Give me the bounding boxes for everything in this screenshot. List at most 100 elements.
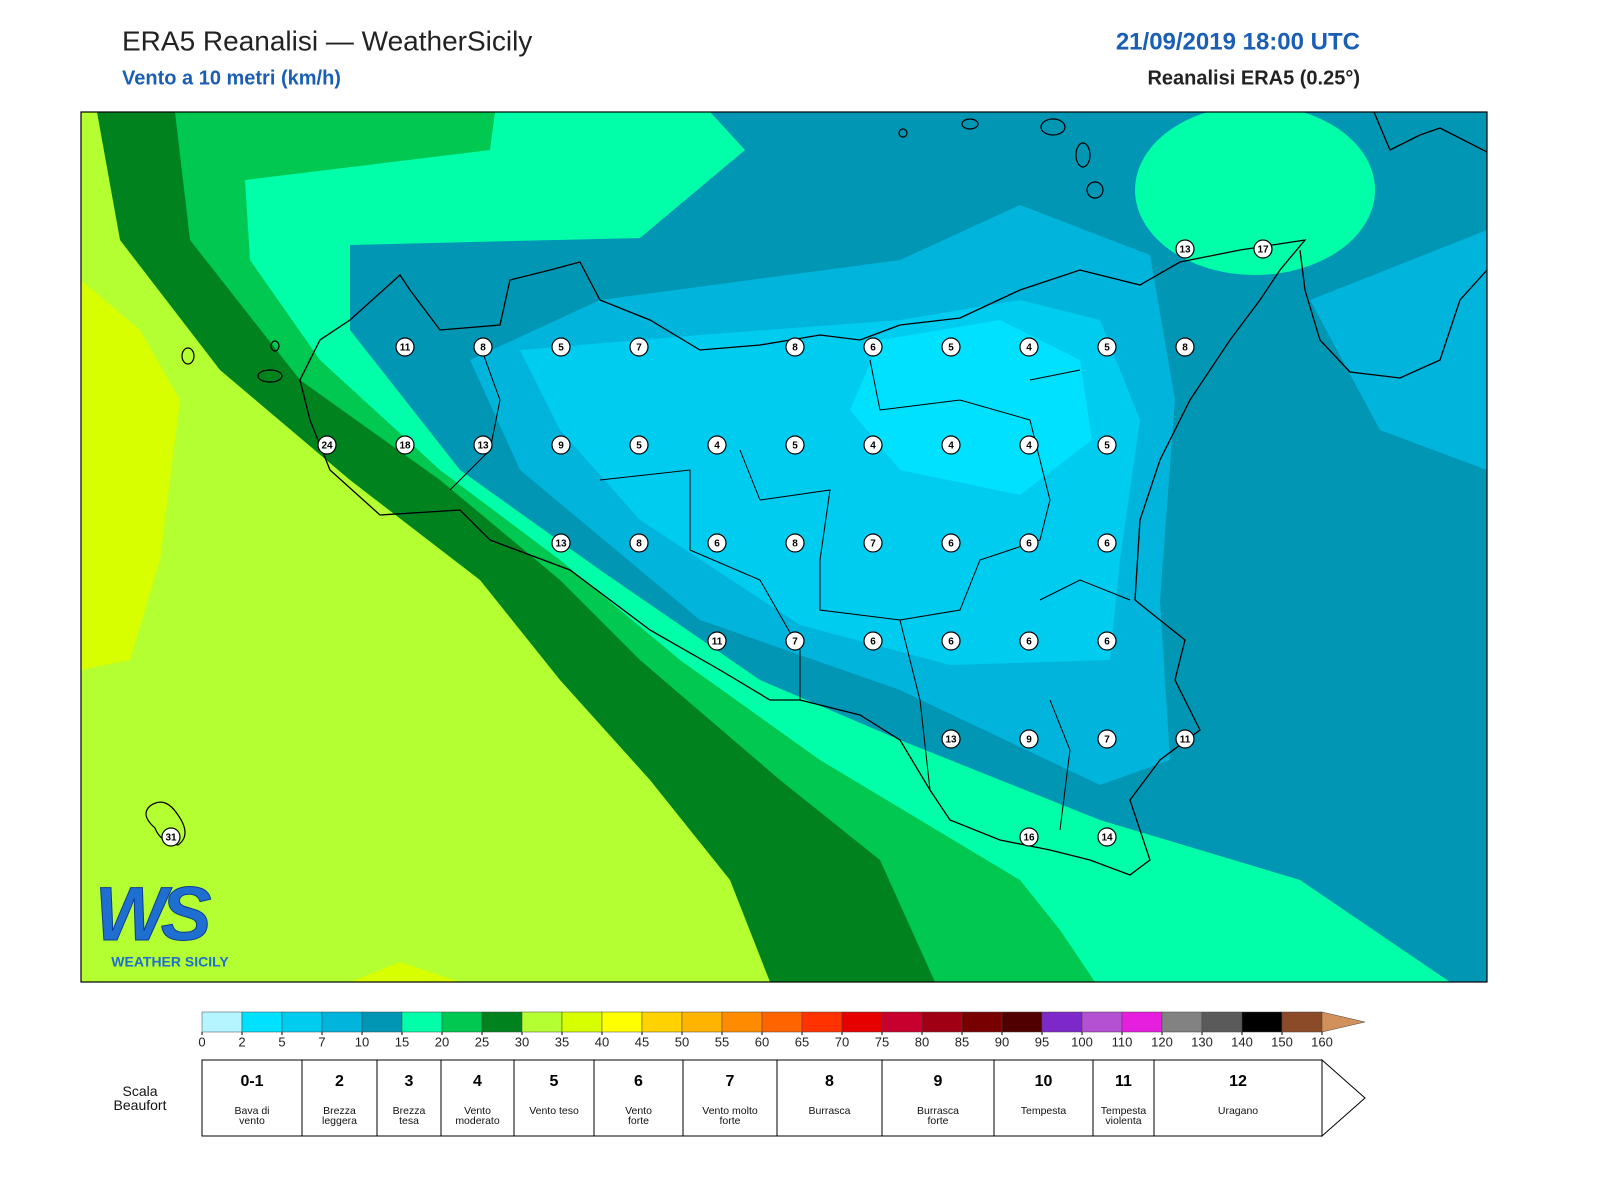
colorbar-tick-label: 70	[835, 1034, 849, 1049]
colorbar-tick-label: 0	[198, 1034, 205, 1049]
colorbar-bin	[1201, 1011, 1243, 1033]
station-marker	[707, 533, 727, 553]
station-marker	[707, 435, 727, 455]
station-marker	[1097, 435, 1117, 455]
subtitle: Vento a 10 metri (km/h)	[122, 67, 341, 89]
station-marker	[863, 533, 883, 553]
colorbar-tick-label: 30	[515, 1034, 529, 1049]
colorbar-bin	[481, 1011, 523, 1033]
colorbar-bin	[1001, 1011, 1043, 1033]
colorbar-bin	[561, 1011, 603, 1033]
colorbar-bin	[1281, 1011, 1323, 1033]
beaufort-scale: 0-1 2 3 4 5 6 7 8 9 10 11 12	[201, 1058, 1366, 1138]
colorbar-extend	[1321, 1011, 1366, 1033]
station-marker	[1019, 827, 1039, 847]
station-marker	[473, 337, 493, 357]
logo-text: WEATHER SICILY	[111, 954, 229, 970]
title: ERA5 Reanalisi — WeatherSicily	[122, 25, 532, 56]
station-marker	[629, 337, 649, 357]
colorbar-bin	[1161, 1011, 1203, 1033]
station-value: 11	[400, 343, 411, 354]
station-value: 6	[1026, 637, 1032, 648]
beaufort-box	[513, 1059, 595, 1137]
colorbar-tick-label: 85	[955, 1034, 969, 1049]
station-value: 13	[945, 735, 957, 746]
colorbar-tick-label: 45	[635, 1034, 649, 1049]
station-value: 6	[948, 539, 954, 550]
field-35-40-south	[350, 962, 460, 982]
station-marker	[1175, 337, 1195, 357]
colorbar-bin	[761, 1011, 803, 1033]
station-value: 6	[1104, 539, 1110, 550]
colorbar-bin	[801, 1011, 843, 1033]
beaufort-force: 2	[335, 1073, 344, 1090]
beaufort-name: Burrasca forte	[916, 1105, 959, 1127]
beaufort-name: Tempesta violenta	[1100, 1105, 1147, 1127]
station-marker	[317, 435, 337, 455]
beaufort-box	[376, 1059, 442, 1137]
colorbar-tick-label: 75	[875, 1034, 889, 1049]
beaufort-label: Scala Beaufort	[113, 1083, 167, 1113]
logo: WS WEATHER SICILY	[95, 872, 230, 970]
station-value: 31	[165, 833, 177, 844]
colorbar-tick-label: 55	[715, 1034, 729, 1049]
colorbar-bin	[241, 1011, 283, 1033]
colorbar-tick-label: 100	[1071, 1034, 1093, 1049]
colorbar-bin	[201, 1011, 243, 1033]
station-marker	[863, 435, 883, 455]
colorbar-tick-label: 120	[1151, 1034, 1173, 1049]
colorbar-tick-label: 95	[1035, 1034, 1049, 1049]
beaufort-name: Bava di vento	[234, 1105, 270, 1127]
colorbar-bin	[441, 1011, 483, 1033]
station-marker	[707, 631, 727, 651]
station-value: 7	[636, 343, 642, 354]
station-marker	[863, 631, 883, 651]
beaufort-box	[682, 1059, 778, 1137]
station-marker	[395, 337, 415, 357]
station-value: 7	[1104, 735, 1110, 746]
date: 21/09/2019 18:00 UTC	[1116, 28, 1360, 55]
station-marker	[941, 337, 961, 357]
colorbar-tick-label: 7	[318, 1034, 325, 1049]
station-marker	[551, 533, 571, 553]
colorbar-tick-label: 50	[675, 1034, 689, 1049]
wind-field	[81, 112, 1487, 982]
station-marker	[1019, 631, 1039, 651]
beaufort-box	[201, 1059, 303, 1137]
beaufort-name: Tempesta	[1020, 1105, 1067, 1117]
beaufort-force: 10	[1035, 1073, 1053, 1090]
colorbar-bin	[601, 1011, 643, 1033]
beaufort-arrow	[1321, 1058, 1366, 1138]
colorbar-bin	[1081, 1011, 1123, 1033]
station-marker	[941, 631, 961, 651]
beaufort-name: Brezza tesa	[392, 1105, 426, 1127]
logo-letters: WS	[95, 872, 211, 957]
beaufort-force: 0-1	[240, 1073, 263, 1090]
colorbar-bin	[401, 1011, 443, 1033]
beaufort-force: 5	[550, 1073, 559, 1090]
colorbar-tick-label: 15	[395, 1034, 409, 1049]
station-value: 6	[1026, 539, 1032, 550]
station-value: 8	[792, 539, 798, 550]
station-marker	[1019, 435, 1039, 455]
source: Reanalisi ERA5 (0.25°)	[1147, 67, 1360, 89]
beaufort-box	[993, 1059, 1094, 1137]
station-value: 11	[1180, 735, 1191, 746]
station-value: 4	[870, 441, 876, 452]
beaufort-name: Vento forte	[625, 1105, 652, 1127]
field-7-10-east	[1310, 230, 1487, 470]
colorbar-bin	[1041, 1011, 1083, 1033]
station-value: 6	[714, 539, 720, 550]
station-marker	[785, 337, 805, 357]
station-value: 24	[321, 441, 333, 452]
station-value: 13	[555, 539, 567, 550]
station-value: 6	[870, 343, 876, 354]
station-value: 6	[948, 637, 954, 648]
station-value: 13	[477, 441, 489, 452]
colorbar-bin	[1121, 1011, 1163, 1033]
beaufort-name: Vento teso	[529, 1105, 579, 1117]
station-marker	[161, 827, 181, 847]
station-value: 4	[948, 441, 954, 452]
